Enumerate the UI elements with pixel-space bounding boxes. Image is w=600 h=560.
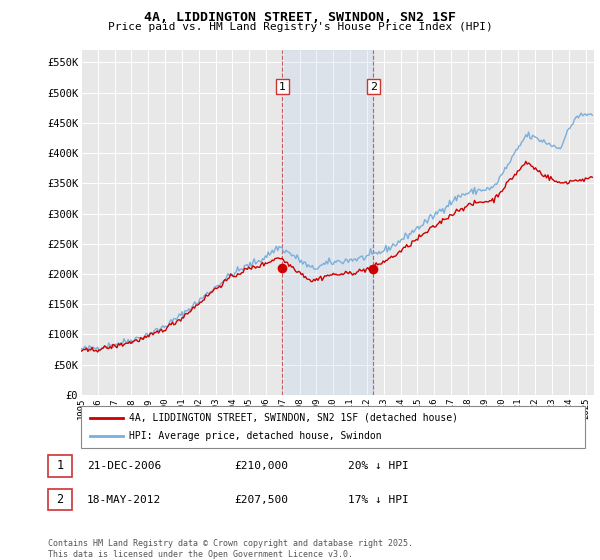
Text: 1: 1 xyxy=(56,459,64,473)
Text: 18-MAY-2012: 18-MAY-2012 xyxy=(87,494,161,505)
Text: 21-DEC-2006: 21-DEC-2006 xyxy=(87,461,161,471)
Bar xyxy=(283,50,373,395)
Text: 4A, LIDDINGTON STREET, SWINDON, SN2 1SF (detached house): 4A, LIDDINGTON STREET, SWINDON, SN2 1SF … xyxy=(129,413,458,423)
Text: HPI: Average price, detached house, Swindon: HPI: Average price, detached house, Swin… xyxy=(129,431,382,441)
Text: 2: 2 xyxy=(370,82,377,92)
Text: 1: 1 xyxy=(279,82,286,92)
Text: Price paid vs. HM Land Registry's House Price Index (HPI): Price paid vs. HM Land Registry's House … xyxy=(107,22,493,32)
Text: 17% ↓ HPI: 17% ↓ HPI xyxy=(348,494,409,505)
Text: 4A, LIDDINGTON STREET, SWINDON, SN2 1SF: 4A, LIDDINGTON STREET, SWINDON, SN2 1SF xyxy=(144,11,456,24)
Text: 2: 2 xyxy=(56,493,64,506)
Text: £210,000: £210,000 xyxy=(234,461,288,471)
Text: Contains HM Land Registry data © Crown copyright and database right 2025.
This d: Contains HM Land Registry data © Crown c… xyxy=(48,539,413,559)
Text: 20% ↓ HPI: 20% ↓ HPI xyxy=(348,461,409,471)
Text: £207,500: £207,500 xyxy=(234,494,288,505)
